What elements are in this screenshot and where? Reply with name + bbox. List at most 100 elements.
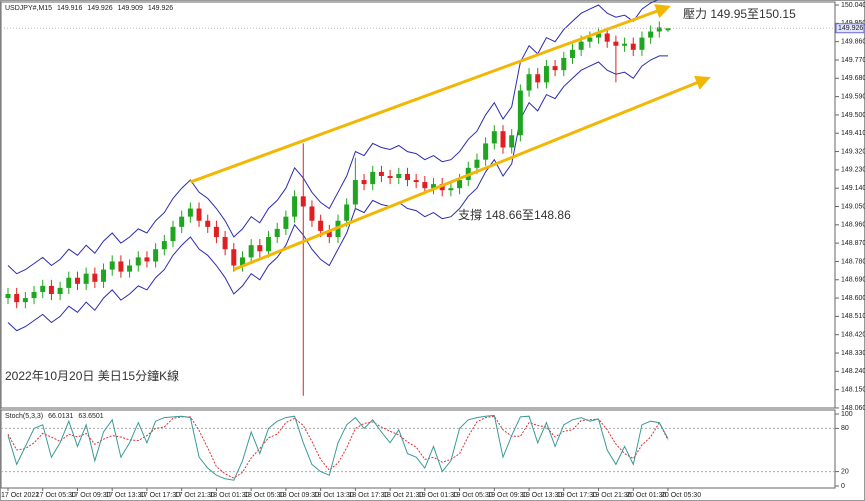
x-tick-label: 19 Oct 17:30 bbox=[557, 492, 597, 499]
y-tick-label: 148.420 bbox=[841, 332, 865, 339]
main-panel bbox=[0, 1, 836, 409]
x-tick-label: 18 Oct 01:30 bbox=[209, 492, 249, 499]
candle-body bbox=[578, 41, 584, 50]
bollinger-band bbox=[7, 0, 659, 275]
x-tick-label: 19 Oct 21:30 bbox=[592, 492, 632, 499]
candle-body bbox=[92, 273, 98, 282]
candle-body bbox=[5, 294, 11, 299]
candle-body bbox=[639, 37, 645, 50]
candle-body bbox=[83, 273, 89, 284]
candle-body bbox=[187, 208, 193, 217]
candle-body bbox=[630, 43, 636, 50]
candle-body bbox=[127, 265, 133, 272]
candle-body bbox=[483, 143, 489, 160]
x-tick-label: 17 Oct 05:30 bbox=[36, 492, 76, 499]
candle-body bbox=[665, 28, 671, 31]
candle-body bbox=[387, 175, 393, 179]
candle-body bbox=[543, 66, 549, 83]
y-tick-label: 150.040 bbox=[841, 2, 865, 9]
candle-body bbox=[179, 216, 185, 227]
candle-body bbox=[439, 184, 445, 191]
y-tick-label: 149.770 bbox=[841, 57, 865, 64]
candle-body bbox=[48, 285, 54, 295]
candle-body bbox=[292, 196, 298, 217]
y-tick-label: 148.240 bbox=[841, 368, 865, 375]
y-tick-label: 148.960 bbox=[841, 222, 865, 229]
candle-body bbox=[300, 196, 306, 207]
y-tick-label: 148.060 bbox=[841, 405, 865, 412]
candle-body bbox=[526, 74, 532, 91]
candle-body bbox=[170, 226, 176, 242]
stoch-panel bbox=[0, 409, 836, 489]
y-tick-label: 148.780 bbox=[841, 258, 865, 265]
x-tick-label: 20 Oct 05:30 bbox=[661, 492, 701, 499]
candle-body bbox=[66, 277, 72, 288]
candle-body bbox=[274, 228, 280, 238]
candle-body bbox=[396, 173, 402, 179]
stoch-line bbox=[7, 414, 669, 481]
stoch-line bbox=[7, 415, 669, 479]
candle-body bbox=[422, 182, 428, 189]
candle-body bbox=[500, 131, 506, 148]
candle-body bbox=[213, 226, 219, 238]
y-tick-label: 148.330 bbox=[841, 350, 865, 357]
stoch-k: 66.0131 bbox=[48, 413, 73, 420]
candle-body bbox=[153, 249, 159, 262]
candle-body bbox=[40, 285, 46, 292]
price-tag-label: 149.926 bbox=[838, 25, 863, 32]
candle-body bbox=[248, 245, 254, 258]
open: 149.916 bbox=[57, 5, 82, 12]
candle-body bbox=[309, 206, 315, 221]
candle-body bbox=[31, 291, 37, 299]
candle-body bbox=[517, 90, 523, 136]
candle-body bbox=[352, 180, 358, 205]
candle-body bbox=[622, 43, 628, 46]
candle-body bbox=[135, 257, 141, 266]
candle-body bbox=[231, 249, 237, 266]
stoch-label: Stoch(5,3,3) bbox=[5, 413, 43, 420]
y-tick-label: 20 bbox=[841, 468, 849, 475]
candle-body bbox=[561, 57, 567, 71]
candle-body bbox=[361, 180, 367, 185]
x-tick-label: 17 Oct 2022 bbox=[1, 492, 39, 499]
y-tick-label: 148.870 bbox=[841, 240, 865, 247]
y-tick-label: 149.230 bbox=[841, 167, 865, 174]
y-tick-label: 0 bbox=[841, 483, 845, 490]
close: 149.926 bbox=[148, 5, 173, 12]
candle-body bbox=[239, 257, 245, 266]
x-tick-label: 18 Oct 05:30 bbox=[244, 492, 284, 499]
annotation: 壓力 149.95至150.15 bbox=[683, 7, 796, 21]
x-tick-label: 18 Oct 13:30 bbox=[314, 492, 354, 499]
stoch-header: Stoch(5,3,3) 66.0131 63.6501 bbox=[5, 413, 104, 420]
candle-body bbox=[344, 204, 350, 221]
candle-body bbox=[509, 135, 515, 148]
y-tick-label: 149.860 bbox=[841, 39, 865, 46]
y-tick-label: 148.510 bbox=[841, 313, 865, 320]
candle-body bbox=[552, 66, 558, 71]
low: 149.909 bbox=[118, 5, 143, 12]
candle-body bbox=[569, 49, 575, 58]
y-tick-label: 149.680 bbox=[841, 75, 865, 82]
candle-body bbox=[144, 257, 150, 262]
candle-body bbox=[205, 220, 211, 227]
y-tick-label: 149.320 bbox=[841, 148, 865, 155]
candle-body bbox=[74, 277, 80, 284]
candle-body bbox=[266, 237, 272, 252]
x-tick-label: 17 Oct 17:30 bbox=[140, 492, 180, 499]
candle-body bbox=[656, 27, 662, 32]
y-tick-label: 148.600 bbox=[841, 295, 865, 302]
candle-body bbox=[587, 37, 593, 42]
candle-body bbox=[196, 208, 202, 221]
trendline bbox=[233, 75, 711, 271]
candle-body bbox=[457, 180, 463, 189]
candle-body bbox=[283, 216, 289, 229]
price-tag bbox=[835, 23, 865, 34]
candle-body bbox=[491, 131, 497, 144]
x-tick-label: 17 Oct 13:30 bbox=[105, 492, 145, 499]
trendline bbox=[189, 4, 671, 184]
candle-body bbox=[370, 171, 376, 185]
candle-body bbox=[101, 269, 107, 282]
x-tick-label: 19 Oct 01:30 bbox=[418, 492, 458, 499]
candle-body bbox=[318, 220, 324, 231]
